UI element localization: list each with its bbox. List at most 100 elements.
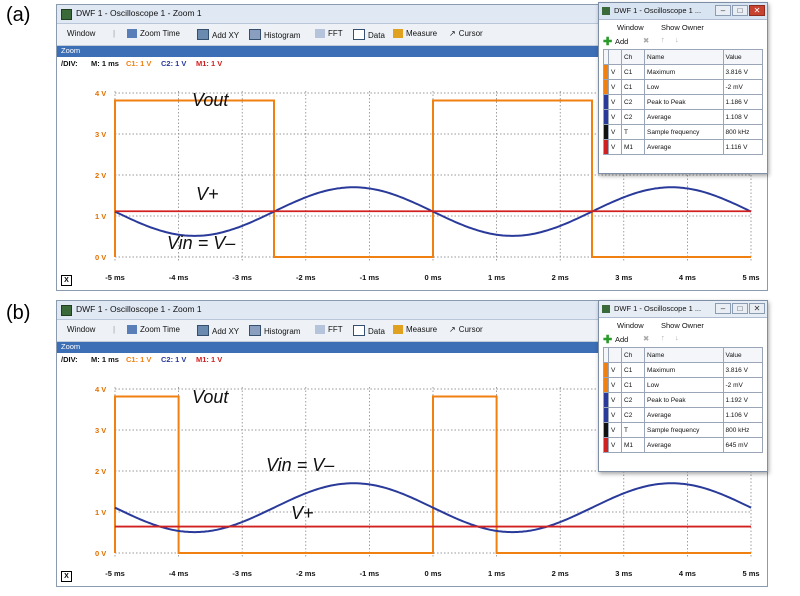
toolbar-separator: | [113,29,116,38]
x-tick-label: -1 ms [360,569,380,578]
div-label: /DIV: [61,355,78,364]
value-cell: 3.816 V [722,362,764,378]
measurement-row[interactable]: V T Sample frequency 800 kHz [603,422,764,438]
histogram-button[interactable]: Histogram [249,29,300,40]
name-cell: Low [644,79,724,95]
close-window-button[interactable]: ✕ [749,303,765,314]
y-tick-label: 4 V [95,385,106,394]
value-cell: -2 mV [722,377,764,393]
y-tick-label: 2 V [95,171,106,180]
visible-flag: V [608,392,622,408]
measure-label: Measure [406,325,438,334]
y-tick-label: 3 V [95,426,106,435]
measure-button[interactable]: Measure [393,325,437,334]
name-cell: Peak to Peak [644,94,724,110]
channel-cell: C2 [621,109,645,125]
div-m1: M1: 1 V [196,355,223,364]
value-cell: 1.116 V [722,139,764,155]
show-owner-menu[interactable]: Show Owner [661,23,704,32]
close-window-button[interactable]: ✕ [749,5,765,16]
visible-flag: V [608,362,622,378]
zoom-header-label: Zoom [61,342,81,351]
x-tick-label: 3 ms [615,569,632,578]
name-cell: Sample frequency [644,422,724,438]
channel-cell: T [621,422,645,438]
measurement-row[interactable]: V M1 Average 645 mV [603,437,764,453]
measurement-row[interactable]: V M1 Average 1.116 V [603,139,764,155]
measure-icon [393,325,403,334]
toolbar: Window | Zoom Time Add XY Histogram FFT … [57,24,767,46]
table-header-row: Ch Name Value [603,347,764,363]
measurement-row[interactable]: V T Sample frequency 800 kHz [603,124,764,140]
fft-button[interactable]: FFT [315,325,343,334]
x-tick-label: 2 ms [552,273,569,282]
y-tick-label: 2 V [95,467,106,476]
fft-label: FFT [328,325,343,334]
show-owner-menu[interactable]: Show Owner [661,321,704,330]
channel-cell: M1 [621,437,645,453]
cursor-button[interactable]: ↗ Cursor [449,29,483,38]
measurement-row[interactable]: V C1 Maximum 3.816 V [603,362,764,378]
move-up-icon[interactable]: ↑ [661,35,665,44]
fft-button[interactable]: FFT [315,29,343,38]
window-title: DWF 1 - Oscilloscope 1 - Zoom 1 [76,304,202,314]
visible-flag: V [608,64,622,80]
visible-flag: V [608,79,622,95]
div-c1: C1: 1 V [126,59,152,68]
window-menu-button[interactable]: Window [67,29,96,38]
window-menu-button[interactable]: Window [67,325,96,334]
minimize-button[interactable]: – [715,5,731,16]
x-tick-label: -3 ms [232,273,252,282]
y-tick-label: 0 V [95,253,106,262]
measurement-row[interactable]: V C1 Low -2 mV [603,377,764,393]
zoom-header: Zoom [57,46,767,57]
move-up-icon[interactable]: ↑ [661,333,665,342]
delete-icon[interactable]: ✖ [643,36,650,45]
cursor-button[interactable]: ↗ Cursor [449,325,483,334]
window-menu[interactable]: Window [617,23,644,32]
measure-label: Measure [406,29,438,38]
close-zoom-button[interactable]: X [61,571,72,582]
x-tick-label: -5 ms [105,569,125,578]
data-button[interactable]: Data [353,29,385,40]
zoom-time-button[interactable]: Zoom Time [127,29,180,38]
measurement-row[interactable]: V C2 Average 1.106 V [603,407,764,423]
measurement-row[interactable]: V C2 Peak to Peak 1.186 V [603,94,764,110]
maximize-button[interactable]: □ [732,5,748,16]
x-tick-label: 4 ms [679,569,696,578]
minimize-button[interactable]: – [715,303,731,314]
move-down-icon[interactable]: ↓ [675,333,679,342]
close-zoom-button[interactable]: X [61,275,72,286]
measurement-row[interactable]: V C2 Peak to Peak 1.192 V [603,392,764,408]
name-cell: Peak to Peak [644,392,724,408]
vin-label-a: Vin = V– [167,233,236,253]
cursor-icon: ↗ [449,325,456,334]
add-button[interactable]: Add [615,37,629,46]
div-row: /DIV: M: 1 ms C1: 1 V C2: 1 V M1: 1 V [57,354,767,365]
measure-button[interactable]: Measure [393,29,437,38]
measurement-row[interactable]: V C2 Average 1.108 V [603,109,764,125]
value-header: Value [722,347,764,363]
window-titlebar: DWF 1 - Oscilloscope 1 - Zoom 1 [57,301,767,320]
toolbar-separator: | [113,325,116,334]
move-down-icon[interactable]: ↓ [675,35,679,44]
zoom-time-button[interactable]: Zoom Time [127,325,180,334]
maximize-button[interactable]: □ [732,303,748,314]
visible-flag: V [608,124,622,140]
measurement-row[interactable]: V C1 Low -2 mV [603,79,764,95]
measurement-row[interactable]: V C1 Maximum 3.816 V [603,64,764,80]
histogram-button[interactable]: Histogram [249,325,300,336]
add-xy-button[interactable]: Add XY [197,325,239,336]
div-m: M: 1 ms [91,355,119,364]
delete-icon[interactable]: ✖ [643,334,650,343]
window-menu[interactable]: Window [617,321,644,330]
add-xy-button[interactable]: Add XY [197,29,239,40]
name-cell: Average [644,109,724,125]
value-cell: 1.192 V [722,392,764,408]
x-tick-label: -2 ms [296,273,316,282]
zoom-header: Zoom [57,342,767,353]
app-icon [61,305,72,316]
data-icon [353,325,365,336]
add-button[interactable]: Add [615,335,629,344]
data-button[interactable]: Data [353,325,385,336]
